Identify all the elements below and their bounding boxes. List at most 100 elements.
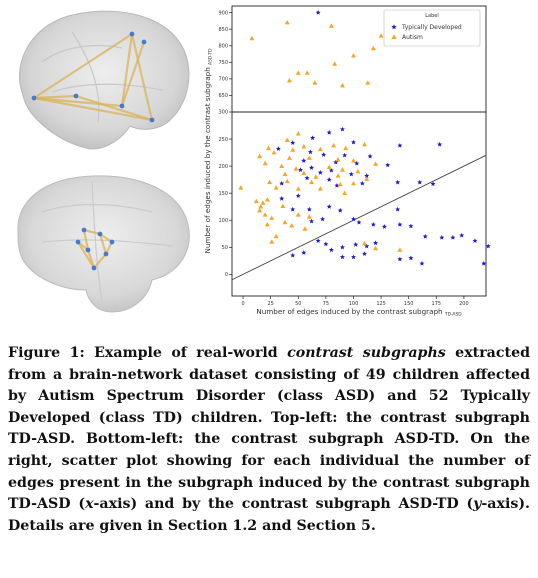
- asd-point: [301, 170, 307, 175]
- td-point: [304, 175, 310, 181]
- network-edge: [32, 96, 124, 108]
- td-point: [459, 232, 465, 238]
- asd-point: [339, 82, 345, 88]
- legend-entry: Typically Developed: [401, 24, 462, 31]
- td-point: [430, 181, 436, 187]
- y-tick-label: 250: [218, 137, 228, 143]
- x-tick-label: 75: [323, 301, 329, 307]
- x-axis-label: Number of edges induced by the contrast …: [256, 307, 462, 318]
- x-tick-label: 0: [241, 301, 244, 307]
- asd-point: [317, 146, 323, 152]
- network-node: [129, 31, 135, 37]
- asd-point: [286, 77, 292, 83]
- td-point: [485, 243, 491, 249]
- asd-point: [295, 212, 301, 217]
- brain-shape: [18, 10, 190, 150]
- asd-point: [264, 221, 270, 227]
- td-point: [275, 146, 281, 151]
- td-point: [323, 241, 329, 247]
- td-point: [367, 153, 373, 159]
- asd-point: [295, 131, 301, 136]
- td-point: [290, 252, 296, 258]
- td-point: [439, 234, 445, 240]
- td-point: [354, 160, 360, 166]
- td-point: [321, 152, 327, 157]
- asd-point: [271, 149, 277, 155]
- y-tick-label: 850: [218, 27, 228, 33]
- asd-point: [331, 142, 337, 148]
- legend-marker: [391, 24, 397, 30]
- td-point: [351, 139, 356, 145]
- td-point: [279, 180, 285, 186]
- brain-render-td-asd: [18, 10, 190, 150]
- td-point: [364, 243, 370, 249]
- td-point: [395, 206, 401, 212]
- asd-point: [269, 215, 275, 220]
- asd-point: [279, 163, 285, 168]
- upper-axes: 650 700 750 800 850 900: [218, 5, 487, 113]
- td-point: [397, 221, 403, 227]
- asd-point: [362, 240, 367, 246]
- network-node: [109, 239, 115, 245]
- subgraph-edges: [32, 32, 154, 122]
- asd-point: [342, 190, 348, 195]
- td-point: [307, 149, 313, 155]
- asd-point: [295, 186, 301, 191]
- asd-point: [289, 223, 295, 228]
- y-tick-label: 100: [218, 218, 228, 224]
- asd-point: [253, 198, 259, 204]
- network-edge: [98, 232, 114, 244]
- x-tick-label: 50: [295, 301, 301, 307]
- td-point: [351, 254, 356, 260]
- network-node: [75, 239, 81, 245]
- network-edge: [130, 32, 154, 122]
- asd-point: [351, 53, 356, 58]
- td-point: [315, 238, 321, 243]
- asd-point: [257, 153, 263, 159]
- td-point: [373, 240, 379, 246]
- td-point: [417, 179, 423, 185]
- td-point: [356, 219, 362, 225]
- network-node: [97, 231, 103, 237]
- network-edge: [74, 94, 154, 122]
- td-point: [362, 251, 367, 256]
- td-point: [339, 126, 345, 132]
- x-tick-label: 125: [376, 301, 386, 307]
- network-node: [141, 39, 147, 45]
- network-node: [91, 265, 97, 271]
- td-point: [279, 195, 285, 201]
- asd-point: [267, 179, 273, 185]
- data-points: [238, 10, 491, 266]
- y-tick-label: 200: [218, 164, 228, 170]
- asd-point: [269, 239, 275, 244]
- asd-point: [313, 174, 319, 179]
- network-edge: [98, 232, 108, 256]
- asd-point: [351, 180, 356, 186]
- network-node: [149, 117, 155, 123]
- asd-point: [302, 226, 308, 231]
- asd-point: [335, 157, 341, 162]
- legend-entry: Autism: [402, 34, 423, 41]
- network-edge: [76, 240, 96, 270]
- y-tick-label: 700: [218, 77, 228, 83]
- asd-point: [328, 23, 334, 28]
- asd-point: [312, 80, 318, 85]
- asd-point: [265, 145, 271, 151]
- network-node: [103, 251, 109, 257]
- asd-point: [264, 197, 270, 202]
- network-edge: [32, 94, 78, 100]
- y-tick-label: 50: [222, 245, 228, 251]
- asd-point: [343, 145, 349, 151]
- network-node: [85, 247, 91, 253]
- network-node: [81, 227, 87, 233]
- td-point: [310, 135, 316, 141]
- td-point: [397, 256, 403, 262]
- asd-point: [317, 186, 323, 191]
- td-point: [290, 140, 296, 145]
- asd-point: [309, 179, 314, 185]
- network-edge: [120, 32, 134, 108]
- asd-point: [284, 178, 290, 184]
- td-point: [337, 207, 343, 213]
- td-point: [301, 158, 307, 163]
- reference-diagonal: [231, 154, 487, 281]
